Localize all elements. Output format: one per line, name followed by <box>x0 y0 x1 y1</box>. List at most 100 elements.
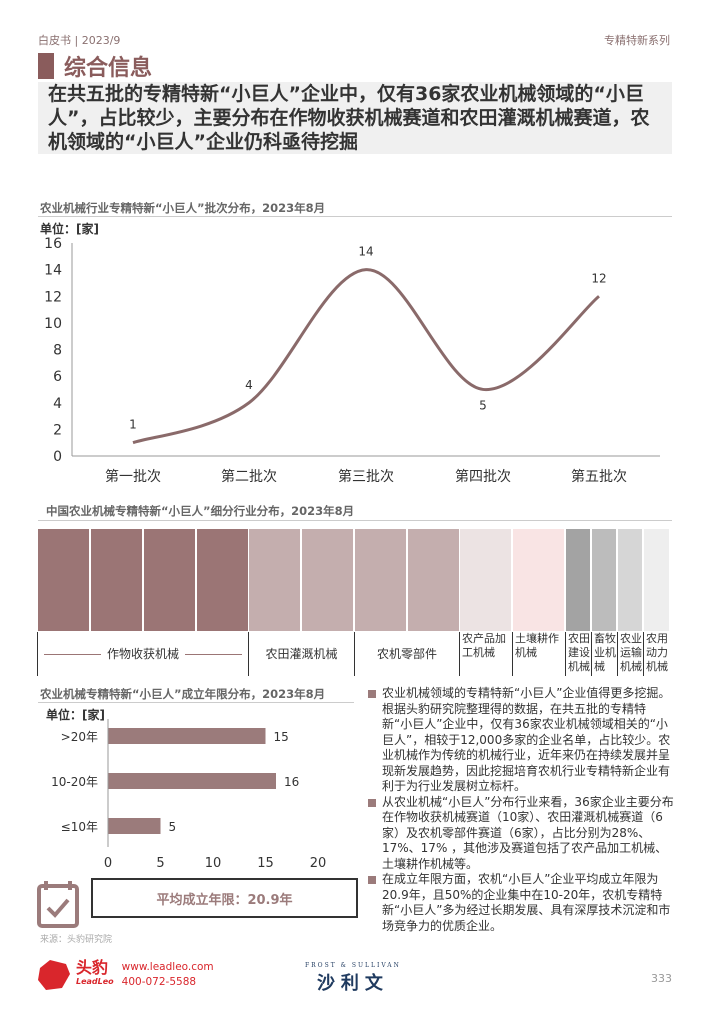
data-label: 4 <box>245 378 253 392</box>
segment-name: 作物收获机械 <box>107 647 180 661</box>
frost-sullivan-logo: FROST & SULLIVAN 沙利文 <box>305 962 401 995</box>
segment-name: 农田建设机械 <box>568 632 590 673</box>
segment-name: 农机零部件 <box>376 647 437 661</box>
segment-name: 农产品加工机械 <box>462 632 506 659</box>
data-label: 5 <box>169 820 177 834</box>
treemap-cell <box>90 528 143 632</box>
x-tick-label: 15 <box>257 856 274 871</box>
treemap-cell <box>143 528 196 632</box>
y-tick-label: 0 <box>53 449 62 465</box>
divider <box>38 520 672 521</box>
y-tick-label: 4 <box>53 396 62 412</box>
treemap-cell <box>248 528 301 632</box>
x-tick-label: 第四批次 <box>455 468 511 485</box>
section-marker <box>38 53 54 79</box>
section-title: 综合信息 <box>38 50 152 82</box>
brand-en: LeadLeo <box>76 977 114 986</box>
bullet-item: 从农业机械“小巨人”分布行业来看，36家企业主要分布在作物收获机械赛道（10家）… <box>368 795 674 873</box>
treemap-cell <box>196 528 249 632</box>
data-label: 15 <box>274 730 289 744</box>
y-tick-label: 2 <box>53 422 62 438</box>
y-tick-label: ≤10年 <box>61 820 98 834</box>
treemap-label: 农机零部件 <box>354 632 459 676</box>
y-tick-label: 8 <box>53 343 62 359</box>
bar <box>108 728 266 744</box>
treemap-label: 畜牧业机械 <box>591 632 617 676</box>
treemap-cell <box>354 528 407 632</box>
bar-chart-unit: 单位：[家] <box>46 708 105 722</box>
treemap-label: 农业运输机械 <box>617 632 643 676</box>
data-label: 16 <box>284 775 299 789</box>
treemap-title: 中国农业机械专精特新“小巨人”细分行业分布，2023年8月 <box>46 504 355 518</box>
line-chart-unit: 单位：[家] <box>40 222 99 236</box>
treemap-label: 农用动力机械 <box>643 632 670 676</box>
data-label: 14 <box>358 245 373 259</box>
arrow-line <box>185 653 243 655</box>
treemap-cell <box>459 528 512 632</box>
bar <box>108 773 276 789</box>
treemap-cell <box>617 528 643 632</box>
phone: 400-072-5588 <box>121 976 197 988</box>
arrow-line <box>44 653 101 655</box>
bullet-item: 农业机械领域的专精特新“小巨人”企业值得更多挖掘。根据头豹研究院整理得的数据，在… <box>368 686 674 795</box>
data-label: 1 <box>129 418 137 432</box>
line-chart-title: 农业机械行业专精特新“小巨人”批次分布，2023年8月 <box>40 201 326 215</box>
divider <box>38 702 354 703</box>
x-tick-label: 10 <box>205 856 222 871</box>
brand-cn: 头豹 <box>76 958 109 977</box>
y-tick-label: >20年 <box>61 730 98 744</box>
data-label: 12 <box>591 271 606 285</box>
headline: 在共五批的专精特新“小巨人”企业中，仅有36家农业机械领域的“小巨人”，占比较少… <box>38 82 672 154</box>
bullet-list: 农业机械领域的专精特新“小巨人”企业值得更多挖掘。根据头豹研究院整理得的数据，在… <box>368 686 674 934</box>
y-tick-label: 12 <box>44 289 62 305</box>
leopard-logo-icon <box>38 960 70 990</box>
page-number: 333 <box>651 972 672 985</box>
section-title-text: 综合信息 <box>64 56 153 81</box>
calendar-check-icon <box>37 881 79 928</box>
x-tick-label: 第五批次 <box>571 468 627 485</box>
x-tick-label: 20 <box>310 856 327 871</box>
x-tick-label: 5 <box>156 856 164 871</box>
divider <box>38 216 672 217</box>
segment-name: 农用动力机械 <box>646 632 668 673</box>
partner-en: FROST & SULLIVAN <box>305 962 401 969</box>
avg-age-box: 平均成立年限：20.9年 <box>91 878 358 918</box>
treemap-cell <box>565 528 591 632</box>
treemap-cell <box>512 528 565 632</box>
segment-name: 畜牧业机械 <box>594 632 616 673</box>
treemap-cell <box>301 528 354 632</box>
x-tick-label: 第一批次 <box>105 468 161 485</box>
segment-name: 土壤耕作机械 <box>515 632 559 659</box>
source: 来源：头豹研究院 <box>40 935 113 945</box>
segment-name: 农业运输机械 <box>620 632 642 673</box>
website-link[interactable]: www.leadleo.com <box>121 961 214 973</box>
y-tick-label: 10-20年 <box>51 775 98 789</box>
bar-chart-title: 农业机械专精特新“小巨人”成立年限分布，2023年8月 <box>40 687 326 701</box>
header-right: 专精特新系列 <box>604 34 670 47</box>
line-series <box>132 268 600 445</box>
treemap-cell <box>643 528 670 632</box>
treemap-cell <box>37 528 90 632</box>
bar <box>108 818 161 834</box>
x-tick-label: 0 <box>104 856 112 871</box>
treemap-label: 农田灌溉机械 <box>248 632 354 676</box>
bar-chart: >20年 15 10-20年 16 ≤10年 5 0 5 10 15 20 <box>51 719 327 871</box>
treemap-label: 农产品加工机械 <box>459 632 512 676</box>
data-label: 5 <box>479 398 487 412</box>
y-tick-label: 6 <box>53 369 62 385</box>
treemap-label: 作物收获机械 <box>37 632 248 676</box>
x-tick-label: 第二批次 <box>221 468 277 485</box>
partner-cn: 沙利文 <box>316 973 389 994</box>
y-tick-label: 14 <box>44 263 62 279</box>
treemap-label: 土壤耕作机械 <box>512 632 565 676</box>
treemap-label: 农田建设机械 <box>565 632 591 676</box>
x-tick-label: 第三批次 <box>338 468 394 485</box>
header-left: 白皮书 | 2023/9 <box>38 34 121 47</box>
bullet-item: 在成立年限方面，农机“小巨人”企业平均成立年限为20.9年，且50%的企业集中在… <box>368 872 674 934</box>
leadleo-logo: 头豹 LeadLeo www.leadleo.com 400-072-5588 <box>36 958 214 992</box>
treemap-cell <box>591 528 617 632</box>
segment-name: 农田灌溉机械 <box>265 647 338 661</box>
treemap-cell <box>407 528 460 632</box>
y-tick-label: 16 <box>44 236 62 252</box>
